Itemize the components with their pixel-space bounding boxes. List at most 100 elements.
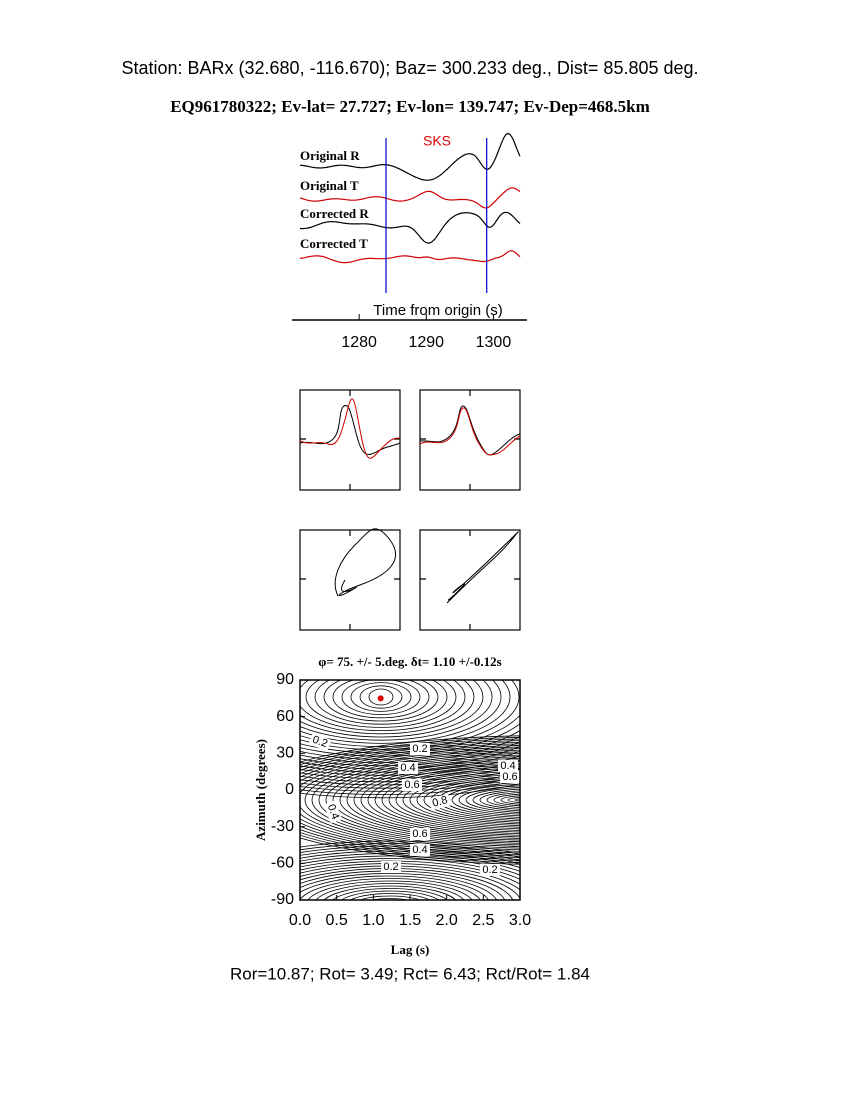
footer-line: Ror=10.87; Rot= 3.49; Rct= 6.43; Rct/Rot… [230,964,590,983]
contour-line [500,795,520,805]
contour-line [300,853,520,872]
contour-label-bg [498,760,518,772]
contour-line [325,754,520,846]
contour-label-bg [398,762,418,774]
y-tick-label: 90 [276,671,294,688]
contour-line [300,858,520,880]
contour-line [479,790,520,810]
contour-line [323,680,439,722]
panel [299,529,401,631]
contour-line [370,901,410,909]
contour-line [300,759,520,779]
panel [299,389,401,491]
contour-line [451,783,520,817]
contour-label-bg [308,732,332,752]
contour-label: 0.4 [500,760,515,772]
contour-line [314,680,448,725]
contour-line [381,767,520,833]
contour-line [350,682,412,712]
contour-line [300,680,484,738]
contour-line [300,755,520,776]
contour-label: 0.6 [412,828,427,840]
contour-line [300,771,520,789]
contour-line [423,777,520,823]
overlay-panels [299,389,521,631]
contour-line [416,775,520,825]
contour-line [346,759,520,841]
x-tick-label: 3.0 [509,912,531,929]
contour-line [388,769,520,831]
contour-line [300,680,511,747]
contour-line [318,753,520,847]
panel-ticks [300,390,520,630]
y-tick-label: 60 [276,708,294,725]
contour-line [300,848,520,865]
contour-label: 0.4 [412,844,427,856]
x-tick-label: 1.0 [362,912,384,929]
contour-line [300,737,520,863]
contour-line [300,735,520,763]
contour-line [349,893,431,900]
contour-line [300,878,481,900]
x-tick-label: 1290 [408,334,444,351]
contour-line [300,767,520,786]
trace-label: Original T [300,178,359,193]
trace [300,132,521,181]
contour-line [300,680,475,735]
contour-label-bg [428,793,452,811]
contour-line [300,748,520,852]
contour-line [353,761,520,839]
trace [300,250,521,264]
y-tick-label: -30 [271,818,294,835]
contour-line [300,763,520,783]
contour-line [430,778,520,822]
contour-line [300,743,520,857]
contour-line [323,885,457,900]
contour-label-bg [480,864,500,876]
contour-line [300,843,520,859]
contour-label-bg [410,844,430,856]
contour-line [367,764,520,836]
particle-motion [334,528,396,597]
panel [419,389,521,491]
contour-line [402,772,520,828]
contour-label-bg [410,828,430,840]
contour-line [332,680,430,719]
x-tick-label: 0.0 [289,912,311,929]
contour-line [444,782,520,818]
contour-label: 0.4 [400,762,415,774]
contour-label: 0.4 [325,803,342,821]
contour-line [486,792,520,808]
y-tick-label: 30 [276,745,294,762]
contour-line [300,873,498,900]
y-tick-label: 0 [285,781,294,798]
contour-label: 0.6 [502,771,517,783]
contour-line [368,688,394,706]
contour-line [300,865,520,900]
overlay-r [419,405,521,456]
contour-line [300,783,520,799]
contour-line [339,757,520,843]
trace-label: Original R [300,148,360,163]
contour-line [409,774,520,826]
event-line: EQ961780322; Ev-lat= 27.727; Ev-lon= 139… [170,97,650,116]
x-tick-label: 0.5 [326,912,348,929]
x-tick-label: 1300 [476,334,512,351]
contour-line [307,880,473,900]
trace [300,187,521,209]
contour-line [437,780,520,820]
trace [300,211,521,244]
contour-line [374,765,520,835]
contour-line [493,793,520,807]
contour-label-bg [402,779,422,791]
phase-label: SKS [423,133,451,149]
contour-label-bg [323,800,343,824]
contour-label: 0.2 [383,861,398,873]
contour-line [300,840,520,855]
y-tick-label: -60 [271,855,294,872]
contour-line [360,762,520,838]
contour-line [472,788,520,812]
contour-line [359,685,403,709]
overlay-t [419,407,521,456]
